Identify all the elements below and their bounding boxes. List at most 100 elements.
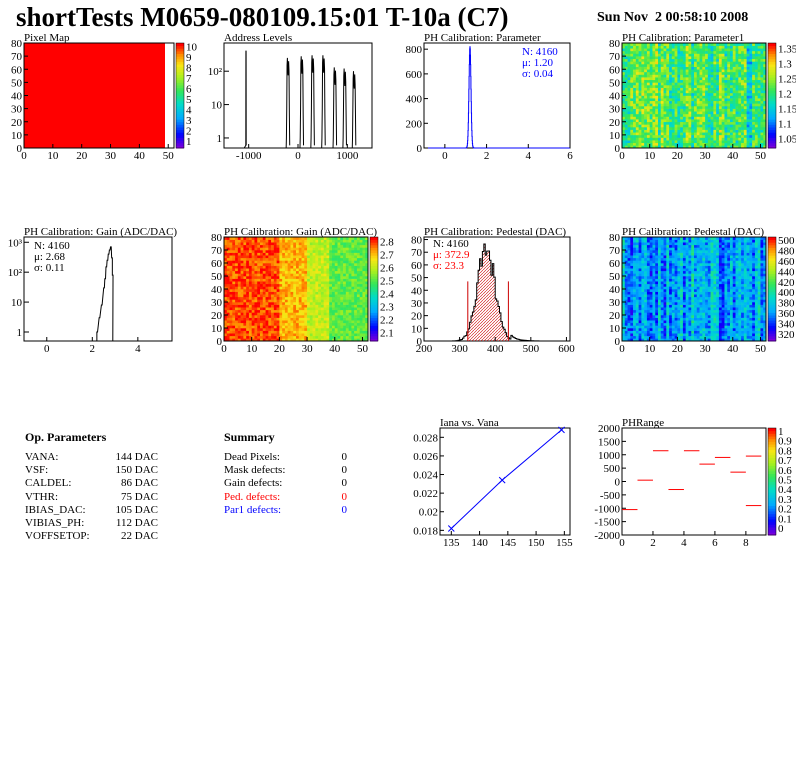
heatmap-cell: [707, 124, 711, 128]
heatmap-cell: [326, 270, 330, 274]
heatmap-cell: [746, 111, 750, 115]
heatmap-cell: [260, 252, 264, 256]
colorbar-cell: [768, 145, 776, 149]
heatmap-cell: [343, 263, 347, 266]
x-tick-label: 0: [295, 150, 301, 162]
heatmap-cell: [271, 333, 275, 337]
heatmap-cell: [671, 127, 675, 130]
heatmap-cell: [624, 317, 628, 321]
heatmap-cell: [677, 127, 681, 130]
heatmap-cell: [226, 239, 230, 243]
heatmap-cell: [718, 74, 722, 78]
heatmap-cell: [674, 124, 678, 128]
heatmap-cell: [633, 132, 637, 136]
heatmap-cell: [682, 58, 686, 62]
heatmap-cell: [646, 98, 650, 102]
heatmap-cell: [279, 304, 283, 308]
heatmap-cell: [724, 66, 728, 70]
heatmap-cell: [229, 289, 233, 292]
heatmap-cell: [707, 142, 711, 146]
heatmap-cell: [340, 299, 344, 303]
heatmap-cell: [284, 325, 288, 329]
heatmap-cell: [624, 315, 628, 318]
heatmap-cell: [315, 265, 319, 269]
heatmap-cell: [351, 265, 355, 269]
heatmap-cell: [332, 294, 336, 298]
heatmap-cell: [323, 335, 327, 339]
heatmap-cell: [224, 273, 228, 277]
heatmap-cell: [340, 330, 344, 334]
heatmap-cell: [655, 87, 659, 91]
heatmap-cell: [318, 247, 322, 251]
heatmap-cell: [365, 257, 369, 261]
heatmap-cell: [644, 50, 648, 54]
heatmap-cell: [691, 74, 695, 78]
colorbar-cell: [768, 85, 776, 89]
heatmap-cell: [754, 142, 758, 146]
heatmap-cell: [716, 74, 720, 78]
heatmap-cell: [677, 79, 681, 83]
heatmap-cell: [265, 312, 269, 316]
heatmap-cell: [735, 74, 739, 78]
heatmap-cell: [754, 90, 758, 94]
heatmap-cell: [705, 116, 709, 120]
heatmap-cell: [635, 132, 639, 136]
heatmap-cell: [660, 129, 664, 133]
heatmap-cell: [652, 43, 656, 46]
heatmap-cell: [362, 312, 366, 316]
colorbar-cell: [176, 82, 184, 86]
heatmap-cell: [334, 304, 338, 308]
heatmap-cell: [622, 137, 626, 141]
heatmap-cell: [235, 289, 239, 292]
heatmap-cell: [671, 92, 675, 96]
heatmap-cell: [710, 121, 714, 125]
heatmap-cell: [293, 242, 297, 246]
heatmap-cell: [741, 48, 745, 52]
heatmap-cell: [696, 61, 700, 65]
heatmap-cell: [323, 244, 327, 248]
heatmap-cell: [312, 291, 316, 295]
heatmap-cell: [688, 113, 692, 117]
heatmap-cell: [652, 265, 656, 269]
heatmap-cell: [248, 330, 252, 334]
heatmap-cell: [307, 330, 311, 334]
colorbar-cell: [768, 77, 776, 81]
heatmap-cell: [721, 58, 725, 62]
heatmap-cell: [716, 45, 720, 49]
heatmap-cell: [658, 145, 662, 149]
heatmap-cell: [359, 239, 363, 243]
heatmap-cell: [320, 250, 324, 253]
heatmap-cell: [741, 127, 745, 130]
heatmap-cell: [749, 127, 753, 130]
heatmap-cell: [688, 74, 692, 78]
heatmap-cell: [663, 129, 667, 133]
heatmap-cell: [735, 87, 739, 91]
heatmap-cell: [343, 281, 347, 285]
heatmap-cell: [622, 270, 626, 274]
heatmap-cell: [254, 283, 258, 287]
heatmap-cell: [691, 82, 695, 86]
heatmap-cell: [644, 276, 648, 279]
x-tick-label: 40: [134, 150, 146, 162]
heatmap-cell: [730, 142, 734, 146]
heatmap-cell: [309, 276, 313, 279]
heatmap-cell: [763, 45, 767, 49]
heatmap-cell: [624, 77, 628, 81]
heatmap-cell: [716, 43, 720, 46]
heatmap-cell: [680, 140, 684, 144]
colorbar-cell: [768, 48, 776, 52]
heatmap-cell: [337, 260, 341, 264]
heatmap-cell: [260, 302, 264, 305]
heatmap-cell: [356, 338, 360, 342]
heatmap-cell: [282, 268, 286, 272]
heatmap-cell: [284, 307, 288, 311]
heatmap-cell: [309, 333, 313, 337]
heatmap-cell: [669, 92, 673, 96]
heatmap-cell: [663, 56, 667, 60]
heatmap-cell: [633, 312, 637, 316]
heatmap-cell: [296, 276, 300, 279]
heatmap-cell: [688, 121, 692, 125]
heatmap-cell: [760, 134, 764, 138]
heatmap-cell: [746, 77, 750, 81]
heatmap-cell: [696, 137, 700, 141]
